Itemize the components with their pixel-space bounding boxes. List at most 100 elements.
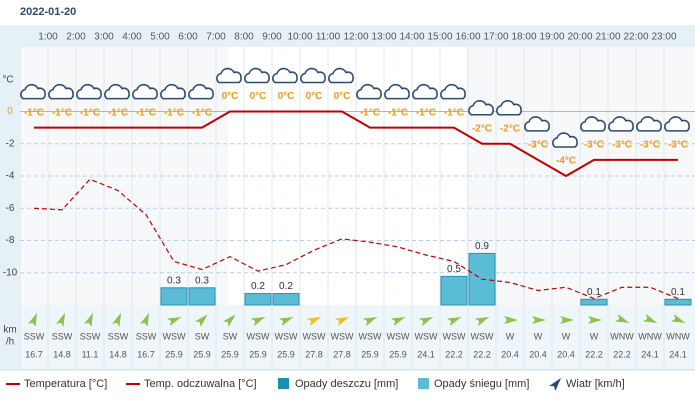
- cloud: [272, 67, 298, 84]
- temperature-label: -2°C: [500, 123, 520, 134]
- plot: 1:00 2:00 3:00 4:00 5:00 6:00 7:00 8:00 9:00 10:0…: [3, 32, 695, 392]
- temperature-label: -1°C: [164, 107, 184, 118]
- wind-direction: WSW: [471, 331, 494, 341]
- weather-icon: [412, 83, 438, 100]
- weather-icon: [48, 83, 74, 100]
- hour-label: 14:00: [399, 32, 424, 43]
- wind-arrow: [140, 312, 150, 328]
- wind-arrow: [474, 316, 490, 326]
- wind-direction: SSW: [52, 331, 73, 341]
- wind-direction: SSW: [136, 331, 157, 341]
- cloud: [244, 67, 270, 84]
- cloud: [20, 83, 46, 100]
- hour-label: 9:00: [262, 32, 282, 43]
- wind-arrow: [642, 314, 658, 324]
- bar-label: 0.5: [447, 264, 461, 275]
- wind-speed: 22.2: [473, 349, 491, 359]
- temperature-label: -3°C: [528, 140, 548, 151]
- hour-label: 21:00: [595, 32, 620, 43]
- weather-icon: [608, 116, 634, 132]
- cloud: [216, 67, 242, 84]
- wind-arrow: [670, 314, 686, 324]
- precip-bar: [440, 275, 468, 306]
- hour-label: 16:00: [455, 32, 480, 43]
- precip-bar: [188, 287, 216, 306]
- wind-direction: SW: [223, 331, 238, 341]
- wind-arrow: [446, 316, 462, 326]
- date: 2022-01-20: [20, 6, 76, 18]
- weather-icon: [328, 67, 354, 84]
- bar-label: 0.2: [251, 281, 265, 292]
- cloud: [664, 116, 690, 132]
- wind-arrow: [334, 316, 350, 326]
- temperature-label: -1°C: [360, 107, 380, 118]
- wind-speed: 14.8: [109, 349, 127, 359]
- weather-icon: [272, 67, 298, 84]
- wind-direction: WSW: [303, 331, 326, 341]
- cloud: [552, 132, 578, 148]
- wind-direction: W: [590, 331, 599, 341]
- weather-icon: [188, 83, 214, 100]
- wind-arrow: [278, 316, 294, 326]
- wind-speed: 24.1: [417, 349, 435, 359]
- wind-direction: WSW: [331, 331, 354, 341]
- wind-direction: WSW: [443, 331, 466, 341]
- hour-label: 12:00: [343, 32, 368, 43]
- y-tick-label: -2: [6, 138, 15, 149]
- legend-label: Opady deszczu [mm]: [295, 378, 398, 390]
- wind-speed: 25.9: [249, 349, 267, 359]
- legend-label: Wiatr [km/h]: [566, 378, 625, 390]
- wind-direction: WNW: [610, 331, 634, 341]
- bar-label: 0.9: [475, 241, 489, 252]
- bar-label: 0.2: [279, 281, 293, 292]
- wind-speed: 22.2: [613, 349, 631, 359]
- cloud: [300, 67, 326, 84]
- bar-label: 0.3: [195, 275, 209, 286]
- temperature-label: -3°C: [584, 140, 604, 151]
- wind-direction: W: [534, 331, 543, 341]
- cloud: [132, 83, 158, 100]
- wind-speed: 20.4: [557, 349, 575, 359]
- temperature-label: 0°C: [278, 91, 295, 102]
- hour-header: [20, 25, 695, 47]
- cloud: [76, 83, 102, 100]
- temperature-label: 0°C: [222, 91, 239, 102]
- wind-arrow: [504, 316, 518, 324]
- wind-unit: km: [3, 325, 16, 336]
- cloud: [48, 83, 74, 100]
- weather-icon: [384, 83, 410, 100]
- weather-icon: [300, 67, 326, 84]
- wind-arrow: [166, 316, 182, 326]
- temperature-label: -2°C: [472, 123, 492, 134]
- weather-icon: [20, 83, 46, 100]
- wind-arrow: [194, 314, 208, 328]
- wind-arrow: [56, 312, 66, 328]
- wind-speed: 16.7: [137, 349, 155, 359]
- hour-label: 23:00: [651, 32, 676, 43]
- wind-speed: 11.1: [82, 349, 99, 359]
- temperature-label: -3°C: [640, 140, 660, 151]
- wind-speed: 20.4: [529, 349, 547, 359]
- hour-label: 7:00: [206, 32, 226, 43]
- hour-label: 5:00: [150, 32, 170, 43]
- temperature-label: -1°C: [24, 107, 44, 118]
- wind-speed: 24.1: [641, 349, 659, 359]
- cloud: [440, 83, 466, 100]
- wind-speed: 25.9: [277, 349, 295, 359]
- weather-icon: [440, 83, 466, 100]
- cloud: [356, 83, 382, 100]
- temperature-label: -1°C: [108, 107, 128, 118]
- hour-label: 10:00: [287, 32, 312, 43]
- hour-label: 4:00: [122, 32, 142, 43]
- weather-icon: [244, 67, 270, 84]
- cloud: [608, 116, 634, 132]
- cloud: [524, 116, 550, 132]
- wind-direction: WSW: [387, 331, 410, 341]
- y-tick-label: -4: [6, 171, 15, 182]
- temperature-label: 0°C: [250, 91, 267, 102]
- wind-direction: WNW: [638, 331, 662, 341]
- weather-icon: [356, 83, 382, 100]
- hour-label: 13:00: [371, 32, 396, 43]
- temperature-label: -1°C: [192, 107, 212, 118]
